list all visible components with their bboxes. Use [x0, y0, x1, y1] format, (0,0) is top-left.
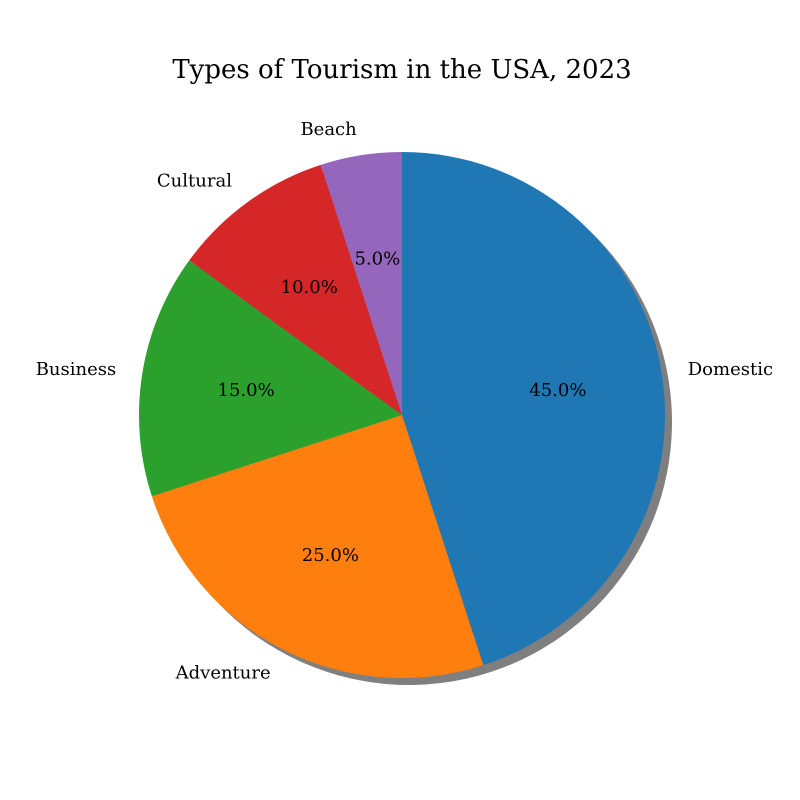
slice-beach: [320, 152, 402, 415]
label-beach: Beach: [300, 119, 357, 140]
percent-cultural: 10.0%: [281, 277, 338, 298]
slice-domestic: [402, 152, 665, 666]
slice-adventure: [151, 415, 484, 678]
percent-domestic: 45.0%: [529, 380, 586, 401]
percent-adventure: 25.0%: [302, 545, 359, 566]
label-cultural: Cultural: [157, 170, 232, 191]
chart-title: Types of Tourism in the USA, 2023: [172, 55, 631, 85]
pie-labels: Domestic 45.0% Adventure 25.0% Business 15.0%…: [36, 119, 773, 684]
percent-beach: 5.0%: [354, 249, 400, 270]
label-business: Business: [36, 359, 117, 380]
label-adventure: Adventure: [175, 662, 271, 683]
slice-cultural: [189, 164, 402, 415]
label-domestic: Domestic: [688, 359, 773, 380]
slice-business: [139, 260, 402, 497]
percent-business: 15.0%: [218, 380, 275, 401]
pie-slices: [139, 152, 665, 678]
